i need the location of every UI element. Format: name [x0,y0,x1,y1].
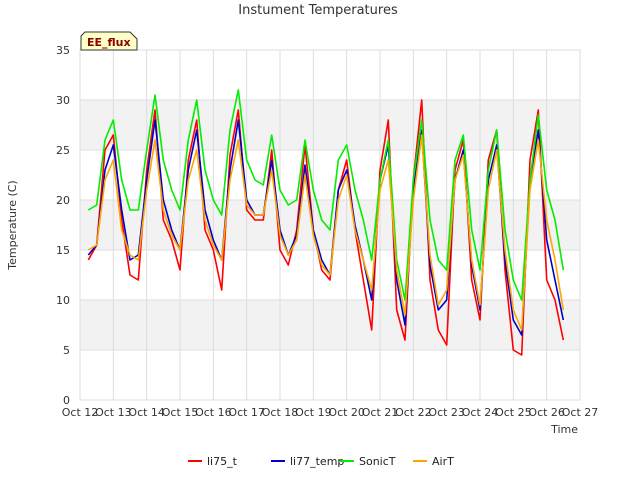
chart-title: Instument Temperatures [238,3,398,18]
y-tick-label-1: 5 [63,344,70,357]
x-tick-label-10: Oct 22 [395,406,432,419]
x-tick-label-0: Oct 12 [62,406,99,419]
legend-label-li77_temp: li77_temp [290,455,344,468]
y-tick-label-7: 35 [56,44,70,57]
legend-label-AirT: AirT [432,455,454,468]
y-tick-label-4: 20 [56,194,70,207]
ee-flux-badge: EE_flux [80,31,138,51]
y-axis-title: Temperature (C) [6,180,19,270]
series-line-SonicT [87,89,565,301]
x-tick-label-13: Oct 25 [495,406,532,419]
x-tick-label-11: Oct 23 [428,406,465,419]
y-axis: 0 5 10 15 20 25 30 35 [56,44,70,407]
band-1 [80,300,580,350]
y-tick-label-5: 25 [56,144,70,157]
x-tick-label-8: Oct 20 [328,406,365,419]
x-tick-label-15: Oct 27 [562,406,599,419]
legend-label-SonicT: SonicT [359,455,396,468]
x-tick-label-12: Oct 24 [462,406,499,419]
legend: li75_t li77_temp SonicT AirT [188,455,454,468]
series-line-AirT [87,134,565,331]
y-tick-label-0: 0 [63,394,70,407]
x-tick-label-6: Oct 18 [262,406,299,419]
x-tick-label-14: Oct 26 [528,406,565,419]
x-tick-label-1: Oct 13 [95,406,132,419]
x-tick-label-7: Oct 19 [295,406,332,419]
y-tick-label-6: 30 [56,94,70,107]
x-tick-label-4: Oct 16 [195,406,232,419]
x-tick-label-5: Oct 17 [228,406,265,419]
x-tick-label-9: Oct 21 [362,406,399,419]
series-group [87,89,565,356]
badge-label: EE_flux [87,36,131,49]
y-tick-label-3: 15 [56,244,70,257]
x-tick-label-3: Oct 15 [162,406,199,419]
legend-label-li75_t: li75_t [207,455,238,468]
x-tick-label-2: Oct 14 [128,406,165,419]
x-axis-title: Time [550,423,578,436]
y-tick-label-2: 10 [56,294,70,307]
